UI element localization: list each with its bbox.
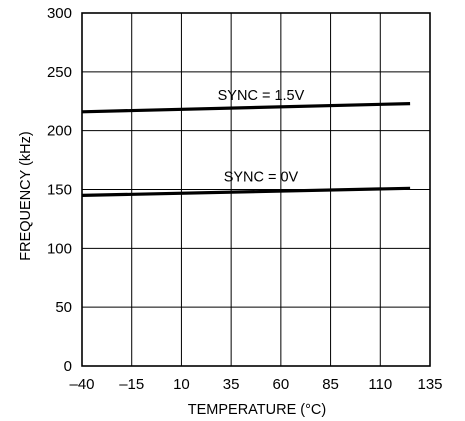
y-tick-label-5: 250 (47, 64, 72, 81)
y-tick-label-0: 0 (64, 358, 72, 375)
y-axis-title: FREQUENCY (kHz) (18, 131, 34, 260)
y-tick-label-4: 200 (47, 123, 72, 140)
y-tick-label-1: 50 (55, 299, 72, 316)
x-tick-labels: –40 –15 10 35 60 85 110 135 (69, 376, 442, 393)
series-line-1 (81, 186, 411, 197)
x-tick-label-2: 10 (173, 376, 190, 393)
x-tick-label-1: –15 (119, 376, 144, 393)
series-group (81, 102, 411, 197)
x-tick-label-4: 60 (273, 376, 290, 393)
x-tick-label-3: 35 (223, 376, 240, 393)
x-tick-label-7: 135 (417, 376, 442, 393)
plot-area-frame (81, 12, 431, 367)
x-axis-title: TEMPERATURE (°C) (188, 402, 326, 418)
annotation-label-1: SYNC = 0V (224, 169, 299, 185)
x-tick-label-6: 110 (368, 376, 392, 393)
y-tick-label-6: 300 (47, 5, 72, 22)
annotations: SYNC = 1.5V SYNC = 0V (218, 88, 305, 185)
x-tick-label-5: 85 (322, 376, 339, 393)
series-line-0 (81, 102, 411, 114)
annotation-label-0: SYNC = 1.5V (218, 88, 305, 104)
y-tick-labels: 0 50 100 150 200 250 300 (47, 5, 72, 375)
y-tick-label-2: 100 (47, 240, 72, 257)
x-tick-label-0: –40 (69, 376, 94, 393)
y-tick-label-3: 150 (47, 182, 72, 199)
